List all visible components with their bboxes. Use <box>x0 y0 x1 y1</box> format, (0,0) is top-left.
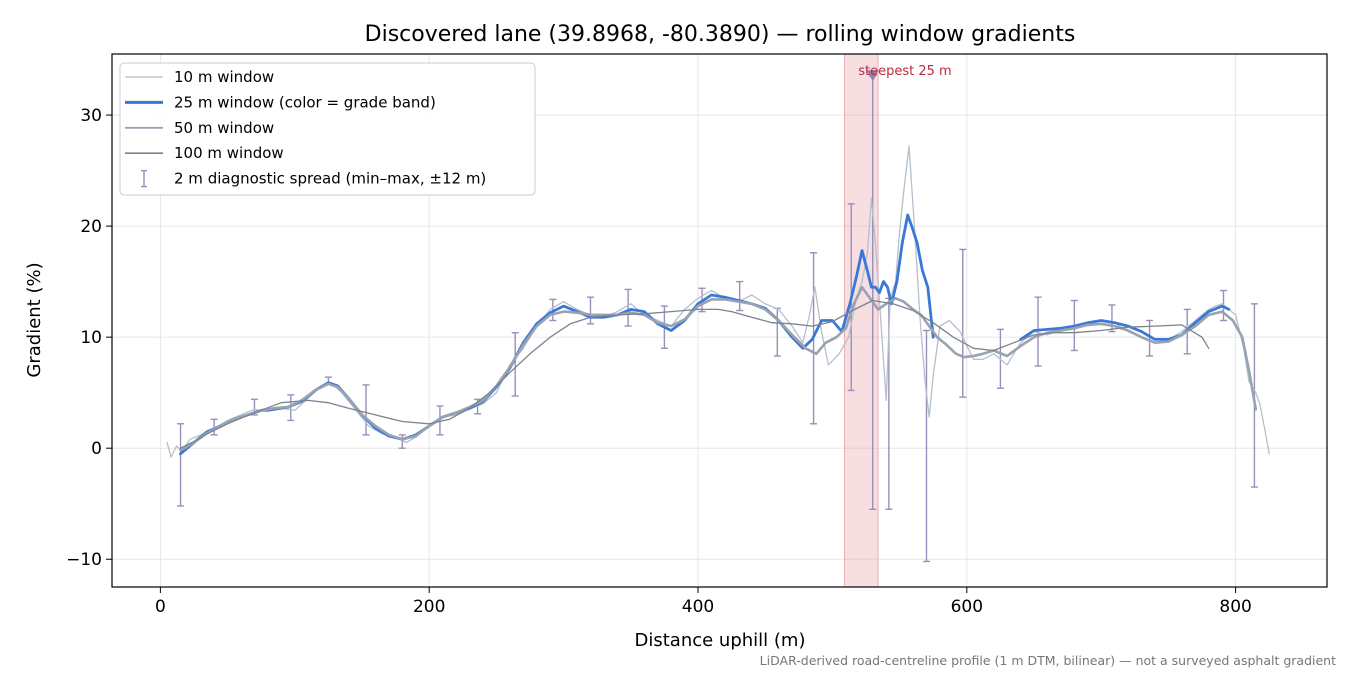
legend: 10 m window 25 m window (color = grade ba… <box>119 62 536 196</box>
y-tick-label: 0 <box>91 439 102 459</box>
series-line <box>1019 304 1231 341</box>
x-tick-label: 800 <box>1219 597 1251 617</box>
spread-bar <box>210 418 218 436</box>
series-line <box>179 285 1258 452</box>
spread-bar <box>1108 304 1116 333</box>
legend-entry: 2 m diagnostic spread (min–max, ±12 m) <box>141 170 486 188</box>
series-line <box>179 299 1210 449</box>
spread-bar <box>398 434 406 449</box>
y-tick-label: −10 <box>66 550 102 570</box>
legend-entry: 100 m window <box>125 144 284 162</box>
legend-entry: 50 m window <box>125 119 274 137</box>
axis-ticks: 0 200 400 600 800 −10 0 10 20 30 <box>66 106 1252 617</box>
spread-bar <box>177 423 185 507</box>
x-tick-label: 200 <box>413 597 445 617</box>
x-tick-label: 600 <box>951 597 983 617</box>
steepest-label: steepest 25 m <box>858 64 951 79</box>
legend-label: 50 m window <box>174 119 274 137</box>
x-tick-label: 0 <box>155 597 166 617</box>
y-tick-label: 30 <box>80 106 102 126</box>
spread-bar <box>511 332 519 397</box>
legend-label: 2 m diagnostic spread (min–max, ±12 m) <box>174 170 486 188</box>
spread-bar <box>624 288 632 327</box>
legend-box <box>119 62 536 196</box>
legend-label: 25 m window (color = grade band) <box>174 93 436 111</box>
x-axis-label: Distance uphill (m) <box>635 630 806 651</box>
x-tick-label: 400 <box>682 597 714 617</box>
spread-bar <box>586 296 594 325</box>
marker-layer <box>866 70 879 82</box>
y-tick-label: 20 <box>80 217 102 237</box>
chart-title: Discovered lane (39.8968, -80.3890) — ro… <box>365 22 1076 47</box>
spread-bar <box>287 394 295 422</box>
y-axis-label: Gradient (%) <box>24 262 45 377</box>
footnote: LiDAR-derived road-centreline profile (1… <box>760 653 1336 668</box>
spread-bar <box>1034 296 1042 367</box>
spread-bar <box>959 248 967 398</box>
legend-entry: 10 m window <box>125 68 274 86</box>
legend-entry: 25 m window (color = grade band) <box>125 93 436 111</box>
spread-bar <box>362 384 370 436</box>
grid-lines <box>112 54 1327 587</box>
spread-bar <box>922 329 930 563</box>
plot-frame <box>111 53 1328 588</box>
series-layer <box>166 145 1270 458</box>
series-line <box>179 213 935 456</box>
legend-label: 10 m window <box>174 68 274 86</box>
y-tick-label: 10 <box>80 328 102 348</box>
steepest-marker-icon <box>866 70 879 82</box>
spread-bar <box>736 280 744 312</box>
legend-label: 100 m window <box>174 144 284 162</box>
